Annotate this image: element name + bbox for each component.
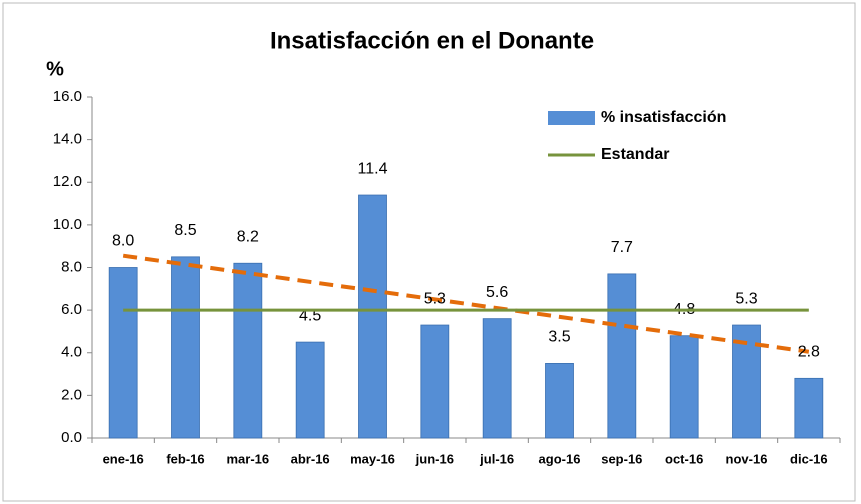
x-tick-label: jul-16 xyxy=(479,451,514,466)
legend-label: % insatisfacción xyxy=(601,109,726,126)
data-label: 3.5 xyxy=(548,329,570,346)
x-tick-label: nov-16 xyxy=(726,451,768,466)
data-label: 8.5 xyxy=(174,222,196,239)
x-tick-label: jun-16 xyxy=(415,451,454,466)
bar xyxy=(233,262,263,439)
x-tick-label: ago-16 xyxy=(539,451,581,466)
y-tick-label: 12.0 xyxy=(53,173,82,190)
y-tick-label: 2.0 xyxy=(61,386,82,403)
y-tick-label: 0.0 xyxy=(61,429,82,446)
bar xyxy=(794,377,824,439)
y-tick-label: 10.0 xyxy=(53,216,82,233)
x-tick-label: may-16 xyxy=(350,451,395,466)
x-tick-label: feb-16 xyxy=(166,451,204,466)
bar xyxy=(171,256,200,439)
data-label: 5.6 xyxy=(486,284,508,301)
bar xyxy=(420,324,450,439)
data-label: 8.0 xyxy=(112,233,134,250)
data-label: 11.4 xyxy=(358,160,388,177)
legend-swatch xyxy=(548,111,595,125)
bar xyxy=(358,194,387,439)
y-tick-label: 6.0 xyxy=(61,301,82,318)
data-label: 5.3 xyxy=(424,290,446,307)
data-label: 5.3 xyxy=(735,290,757,307)
bar xyxy=(607,273,637,439)
x-tick-label: dic-16 xyxy=(790,451,828,466)
data-label: 2.8 xyxy=(798,344,820,361)
y-tick-label: 14.0 xyxy=(53,131,82,148)
data-label: 7.7 xyxy=(611,239,633,256)
legend-label: Estandar xyxy=(601,146,669,163)
bar xyxy=(669,335,699,439)
bar xyxy=(482,318,512,439)
y-tick-label: 4.0 xyxy=(61,344,82,361)
x-tick-label: sep-16 xyxy=(601,451,642,466)
x-tick-label: abr-16 xyxy=(291,451,330,466)
y-tick-label: 16.0 xyxy=(53,88,82,105)
bar xyxy=(545,363,574,439)
x-tick-label: mar-16 xyxy=(227,451,270,466)
trendline xyxy=(122,253,810,354)
y-axis-label: % xyxy=(46,58,64,80)
data-label: 8.2 xyxy=(237,228,259,245)
y-tick-label: 8.0 xyxy=(61,258,82,275)
bar xyxy=(108,267,138,439)
chart-title: Insatisfacción en el Donante xyxy=(270,27,594,54)
bar xyxy=(295,341,325,439)
x-tick-label: oct-16 xyxy=(665,451,703,466)
x-tick-label: ene-16 xyxy=(103,451,144,466)
